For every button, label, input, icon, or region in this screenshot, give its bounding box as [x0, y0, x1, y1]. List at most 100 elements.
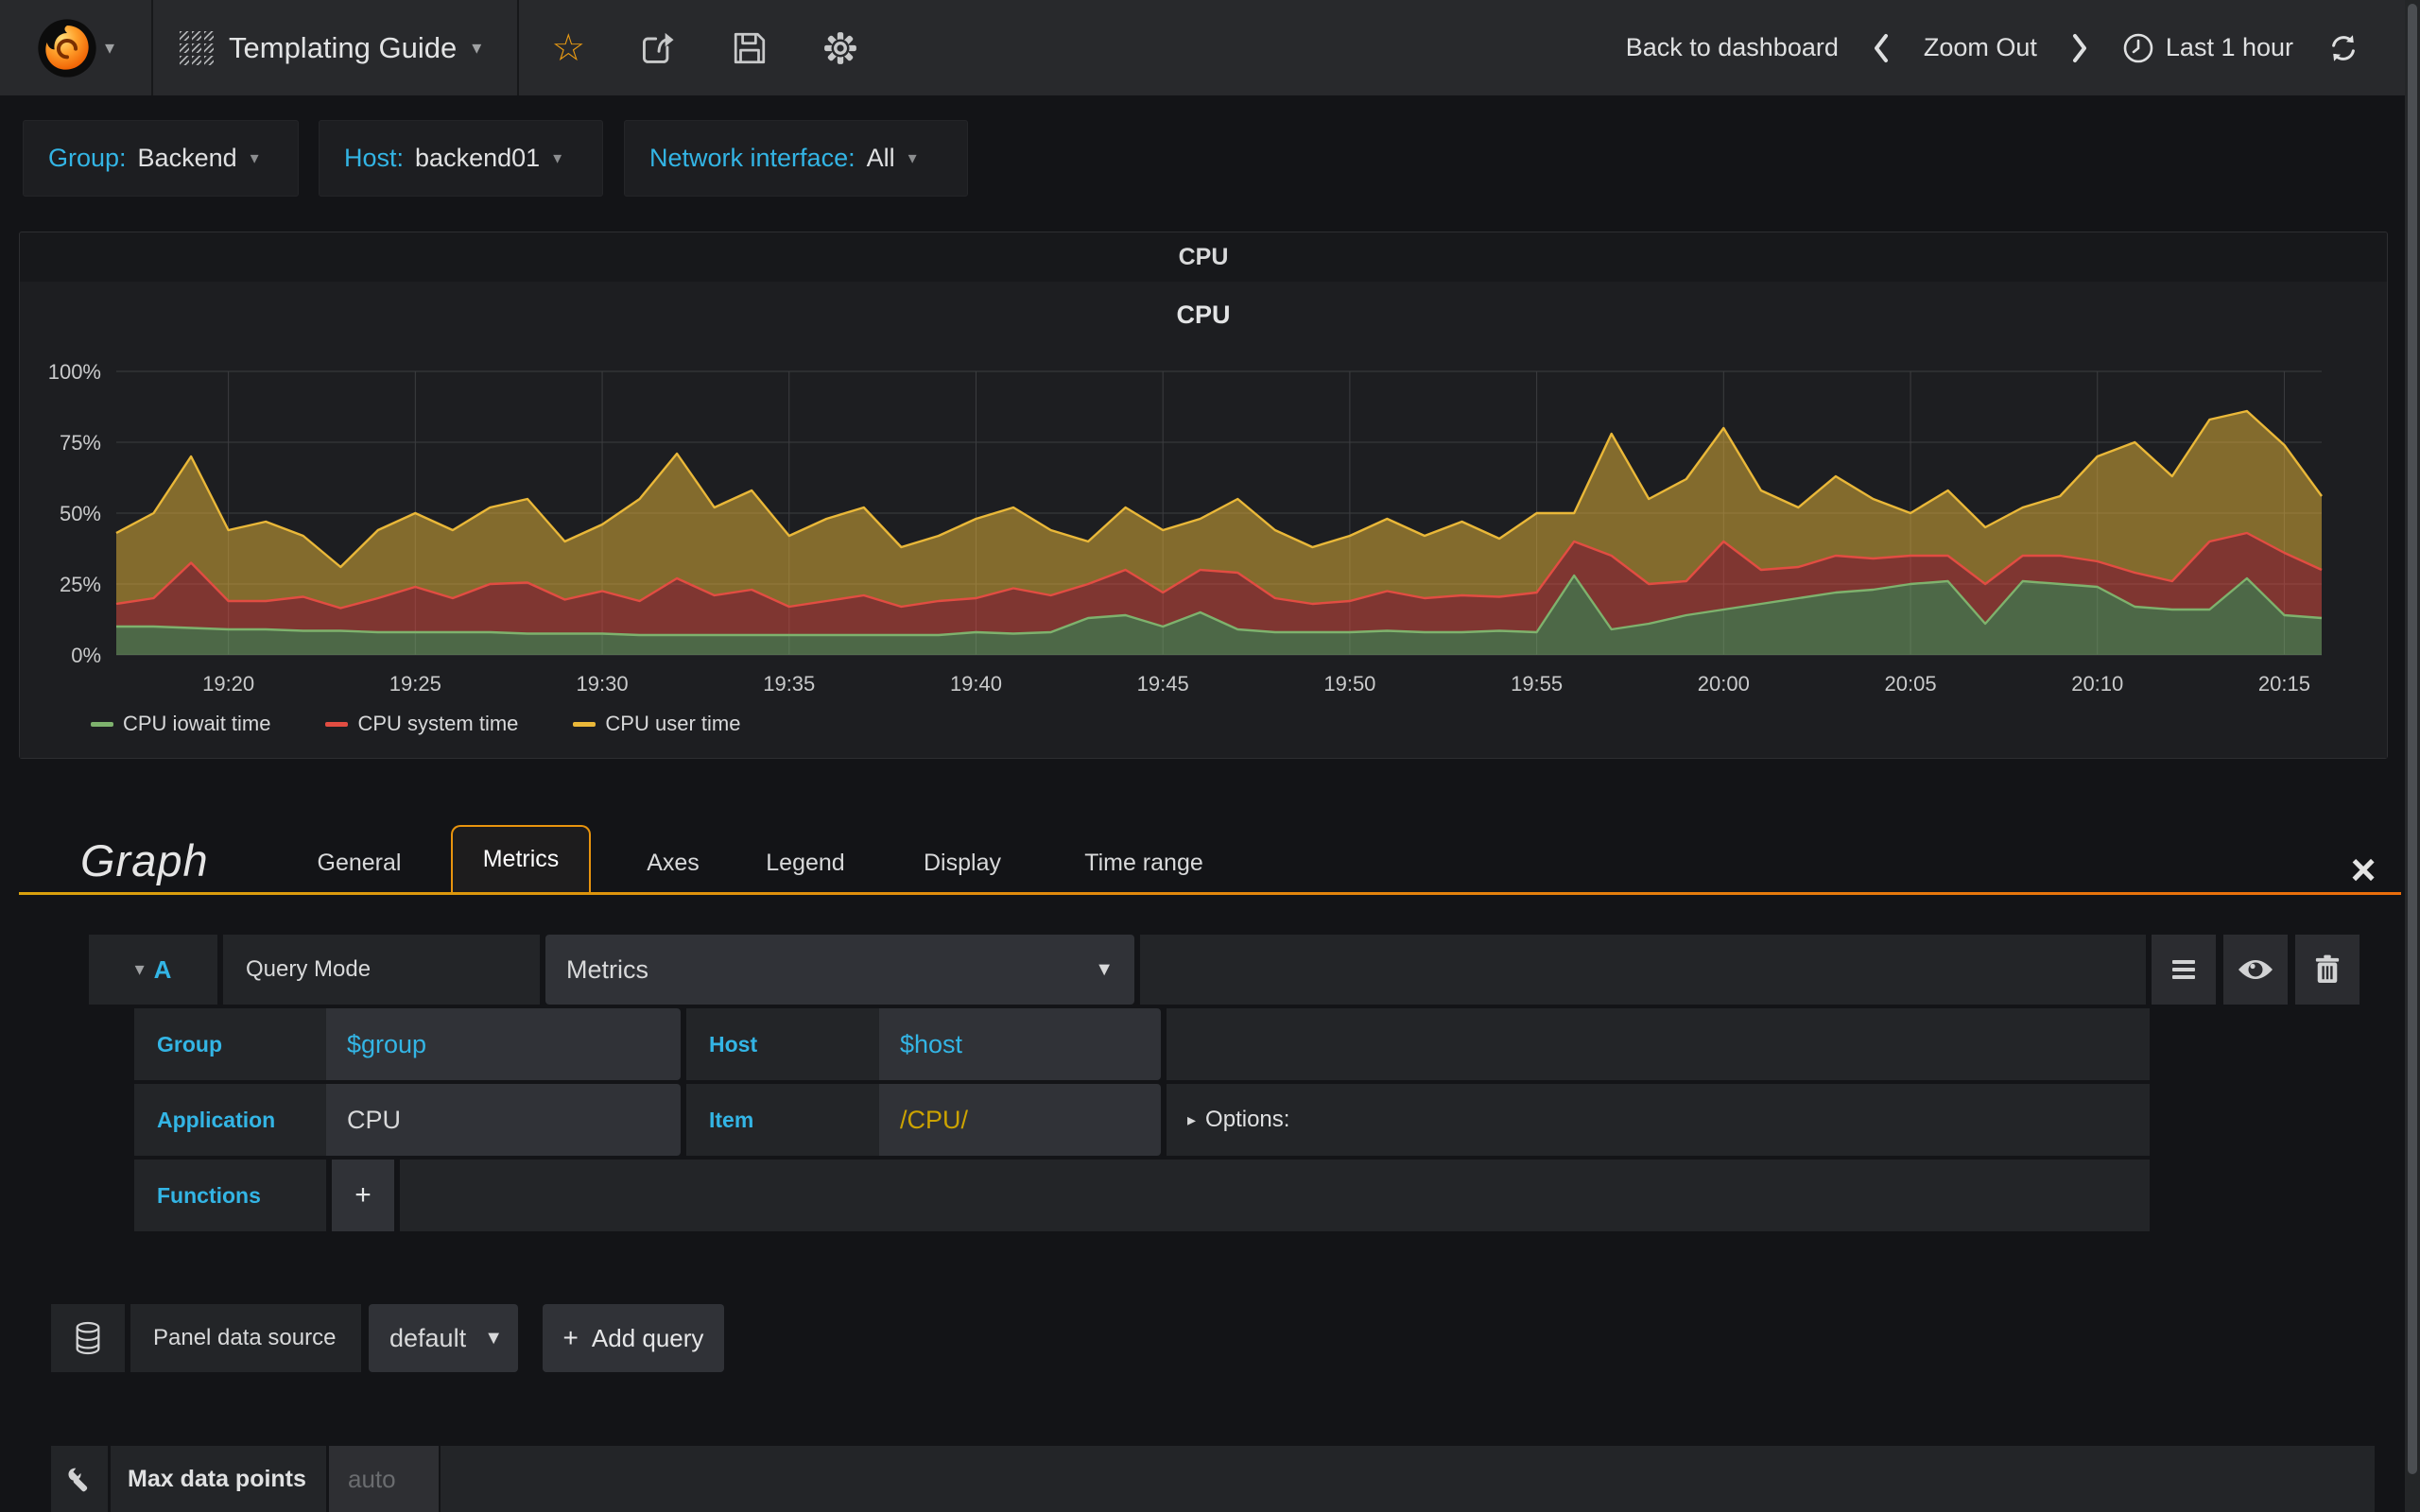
variable-value: All — [866, 144, 895, 172]
variable-value: Backend — [137, 144, 237, 172]
menu-icon — [2172, 960, 2195, 979]
query-row-filler — [1140, 935, 2146, 1005]
graph-panel: CPU CPU 0% 25% 50% 75% 100% 19:20 19:25 19:30 19… — [19, 232, 2388, 759]
query-row-functions: Functions + — [0, 1160, 2420, 1231]
chevron-down-icon: ▼ — [1095, 958, 1114, 980]
group-input[interactable]: $group — [326, 1008, 681, 1080]
legend-label: CPU system time — [357, 712, 519, 735]
host-label-cell: Host — [686, 1008, 879, 1080]
tab-axes[interactable]: Axes — [647, 850, 700, 876]
query-mode-label: Query Mode — [246, 956, 372, 982]
query-row-a: ▾ A Query Mode Metrics ▼ — [0, 935, 2420, 1005]
star-icon: ☆ — [551, 26, 586, 69]
query-mode-value: Metrics — [566, 954, 648, 984]
tab-general[interactable]: General — [317, 850, 402, 876]
variable-label: Host: — [344, 144, 405, 172]
variable-dropdown-host[interactable]: Host: backend01 ▾ — [319, 120, 603, 197]
chevron-left-icon — [1874, 33, 1888, 62]
grafana-logo-icon — [37, 18, 97, 78]
query-row-filler — [400, 1160, 2150, 1231]
star-button[interactable]: ☆ — [547, 27, 589, 69]
database-icon — [76, 1321, 100, 1355]
cpu-stacked-area-chart[interactable]: 0% 25% 50% 75% 100% 19:20 19:25 19:30 19:35 19:40… — [20, 327, 2388, 705]
share-button[interactable] — [638, 27, 680, 69]
dashboard-title-menu[interactable]: Templating Guide ▾ — [153, 0, 517, 95]
close-editor-button[interactable]: × — [2350, 845, 2377, 894]
variable-dropdown-network-interface[interactable]: Network interface: All ▾ — [624, 120, 968, 197]
query-menu-button[interactable] — [2152, 935, 2216, 1005]
chevron-down-icon: ▾ — [472, 37, 482, 59]
legend-item-iowait[interactable]: CPU iowait time — [91, 712, 270, 736]
svg-text:20:15: 20:15 — [2258, 672, 2310, 696]
svg-text:25%: 25% — [60, 573, 101, 596]
scrollbar-track[interactable] — [2405, 0, 2420, 1512]
plus-icon: + — [354, 1179, 372, 1211]
legend-item-system[interactable]: CPU system time — [325, 712, 518, 736]
application-input[interactable]: CPU — [326, 1084, 681, 1156]
host-label: Host — [709, 1031, 758, 1057]
max-data-points-label: Max data points — [128, 1465, 306, 1492]
max-data-points-input[interactable] — [329, 1446, 439, 1512]
add-function-button[interactable]: + — [332, 1160, 394, 1231]
chart-legend: CPU iowait time CPU system time CPU user… — [91, 712, 740, 736]
divider — [151, 0, 153, 95]
refresh-button[interactable] — [2327, 32, 2360, 64]
svg-text:19:45: 19:45 — [1137, 672, 1189, 696]
query-disable-button[interactable] — [2223, 935, 2288, 1005]
back-to-dashboard-button[interactable]: Back to dashboard — [1625, 33, 1839, 61]
add-query-button[interactable]: + Add query — [543, 1304, 724, 1372]
group-label: Group — [157, 1031, 222, 1057]
chevron-down-icon: ▼ — [484, 1327, 503, 1349]
legend-label: CPU user time — [605, 712, 741, 735]
options-label: Options: — [1205, 1107, 1290, 1132]
item-label-cell: Item — [686, 1084, 879, 1156]
group-label-cell: Group — [134, 1008, 326, 1080]
eye-icon — [2238, 960, 2273, 979]
time-shift-right-button[interactable] — [2071, 33, 2088, 63]
tab-display[interactable]: Display — [924, 850, 1001, 876]
legend-label: CPU iowait time — [123, 712, 271, 735]
time-shift-left-button[interactable] — [1873, 33, 1890, 63]
tab-label: Metrics — [482, 846, 560, 872]
svg-text:19:30: 19:30 — [577, 672, 629, 696]
datasource-label: Panel data source — [153, 1325, 337, 1350]
chevron-down-icon: ▾ — [908, 148, 917, 167]
zoom-out-button[interactable]: Zoom Out — [1923, 33, 2037, 61]
svg-text:19:25: 19:25 — [389, 672, 441, 696]
svg-text:19:55: 19:55 — [1511, 672, 1563, 696]
refresh-icon — [2332, 34, 2355, 61]
tab-legend[interactable]: Legend — [766, 850, 845, 876]
query-delete-button[interactable] — [2295, 935, 2360, 1005]
datasource-value: default — [389, 1323, 467, 1352]
variable-dropdown-group[interactable]: Group: Backend ▾ — [23, 120, 299, 197]
tab-time-range[interactable]: Time range — [1084, 850, 1203, 876]
panel-title[interactable]: CPU — [1178, 243, 1229, 270]
legend-item-user[interactable]: CPU user time — [573, 712, 740, 736]
application-value: CPU — [347, 1105, 402, 1134]
item-input[interactable]: /CPU/ — [879, 1084, 1161, 1156]
save-button[interactable] — [729, 27, 770, 69]
max-data-points-row: Max data points — [0, 1446, 2420, 1512]
active-tab-underline — [19, 892, 2401, 895]
tab-metrics[interactable]: Metrics — [451, 825, 591, 892]
svg-text:19:35: 19:35 — [763, 672, 815, 696]
query-collapse-toggle[interactable]: ▾ A — [89, 935, 217, 1005]
chevron-down-icon: ▾ — [104, 37, 115, 59]
host-input[interactable]: $host — [879, 1008, 1161, 1080]
group-value: $group — [347, 1029, 427, 1058]
max-data-points-label-cell: Max data points — [111, 1446, 326, 1512]
settings-button[interactable] — [820, 27, 861, 69]
dashboard-grid-icon — [180, 30, 214, 65]
query-mode-label-cell: Query Mode — [223, 935, 540, 1005]
datasource-select[interactable]: default ▼ — [369, 1304, 518, 1372]
legend-swatch-icon — [573, 721, 596, 727]
grafana-menu-button[interactable]: ▾ — [0, 0, 151, 95]
variable-label: Group: — [48, 144, 127, 172]
options-expander[interactable]: ▸ Options: — [1167, 1084, 2150, 1156]
time-picker-button[interactable]: Last 1 hour — [2122, 32, 2293, 64]
plus-icon: + — [562, 1323, 579, 1352]
chevron-down-icon: ▾ — [553, 148, 562, 167]
scrollbar-thumb[interactable] — [2408, 4, 2417, 1474]
time-range-label: Last 1 hour — [2165, 33, 2293, 61]
query-mode-select[interactable]: Metrics ▼ — [545, 935, 1134, 1005]
